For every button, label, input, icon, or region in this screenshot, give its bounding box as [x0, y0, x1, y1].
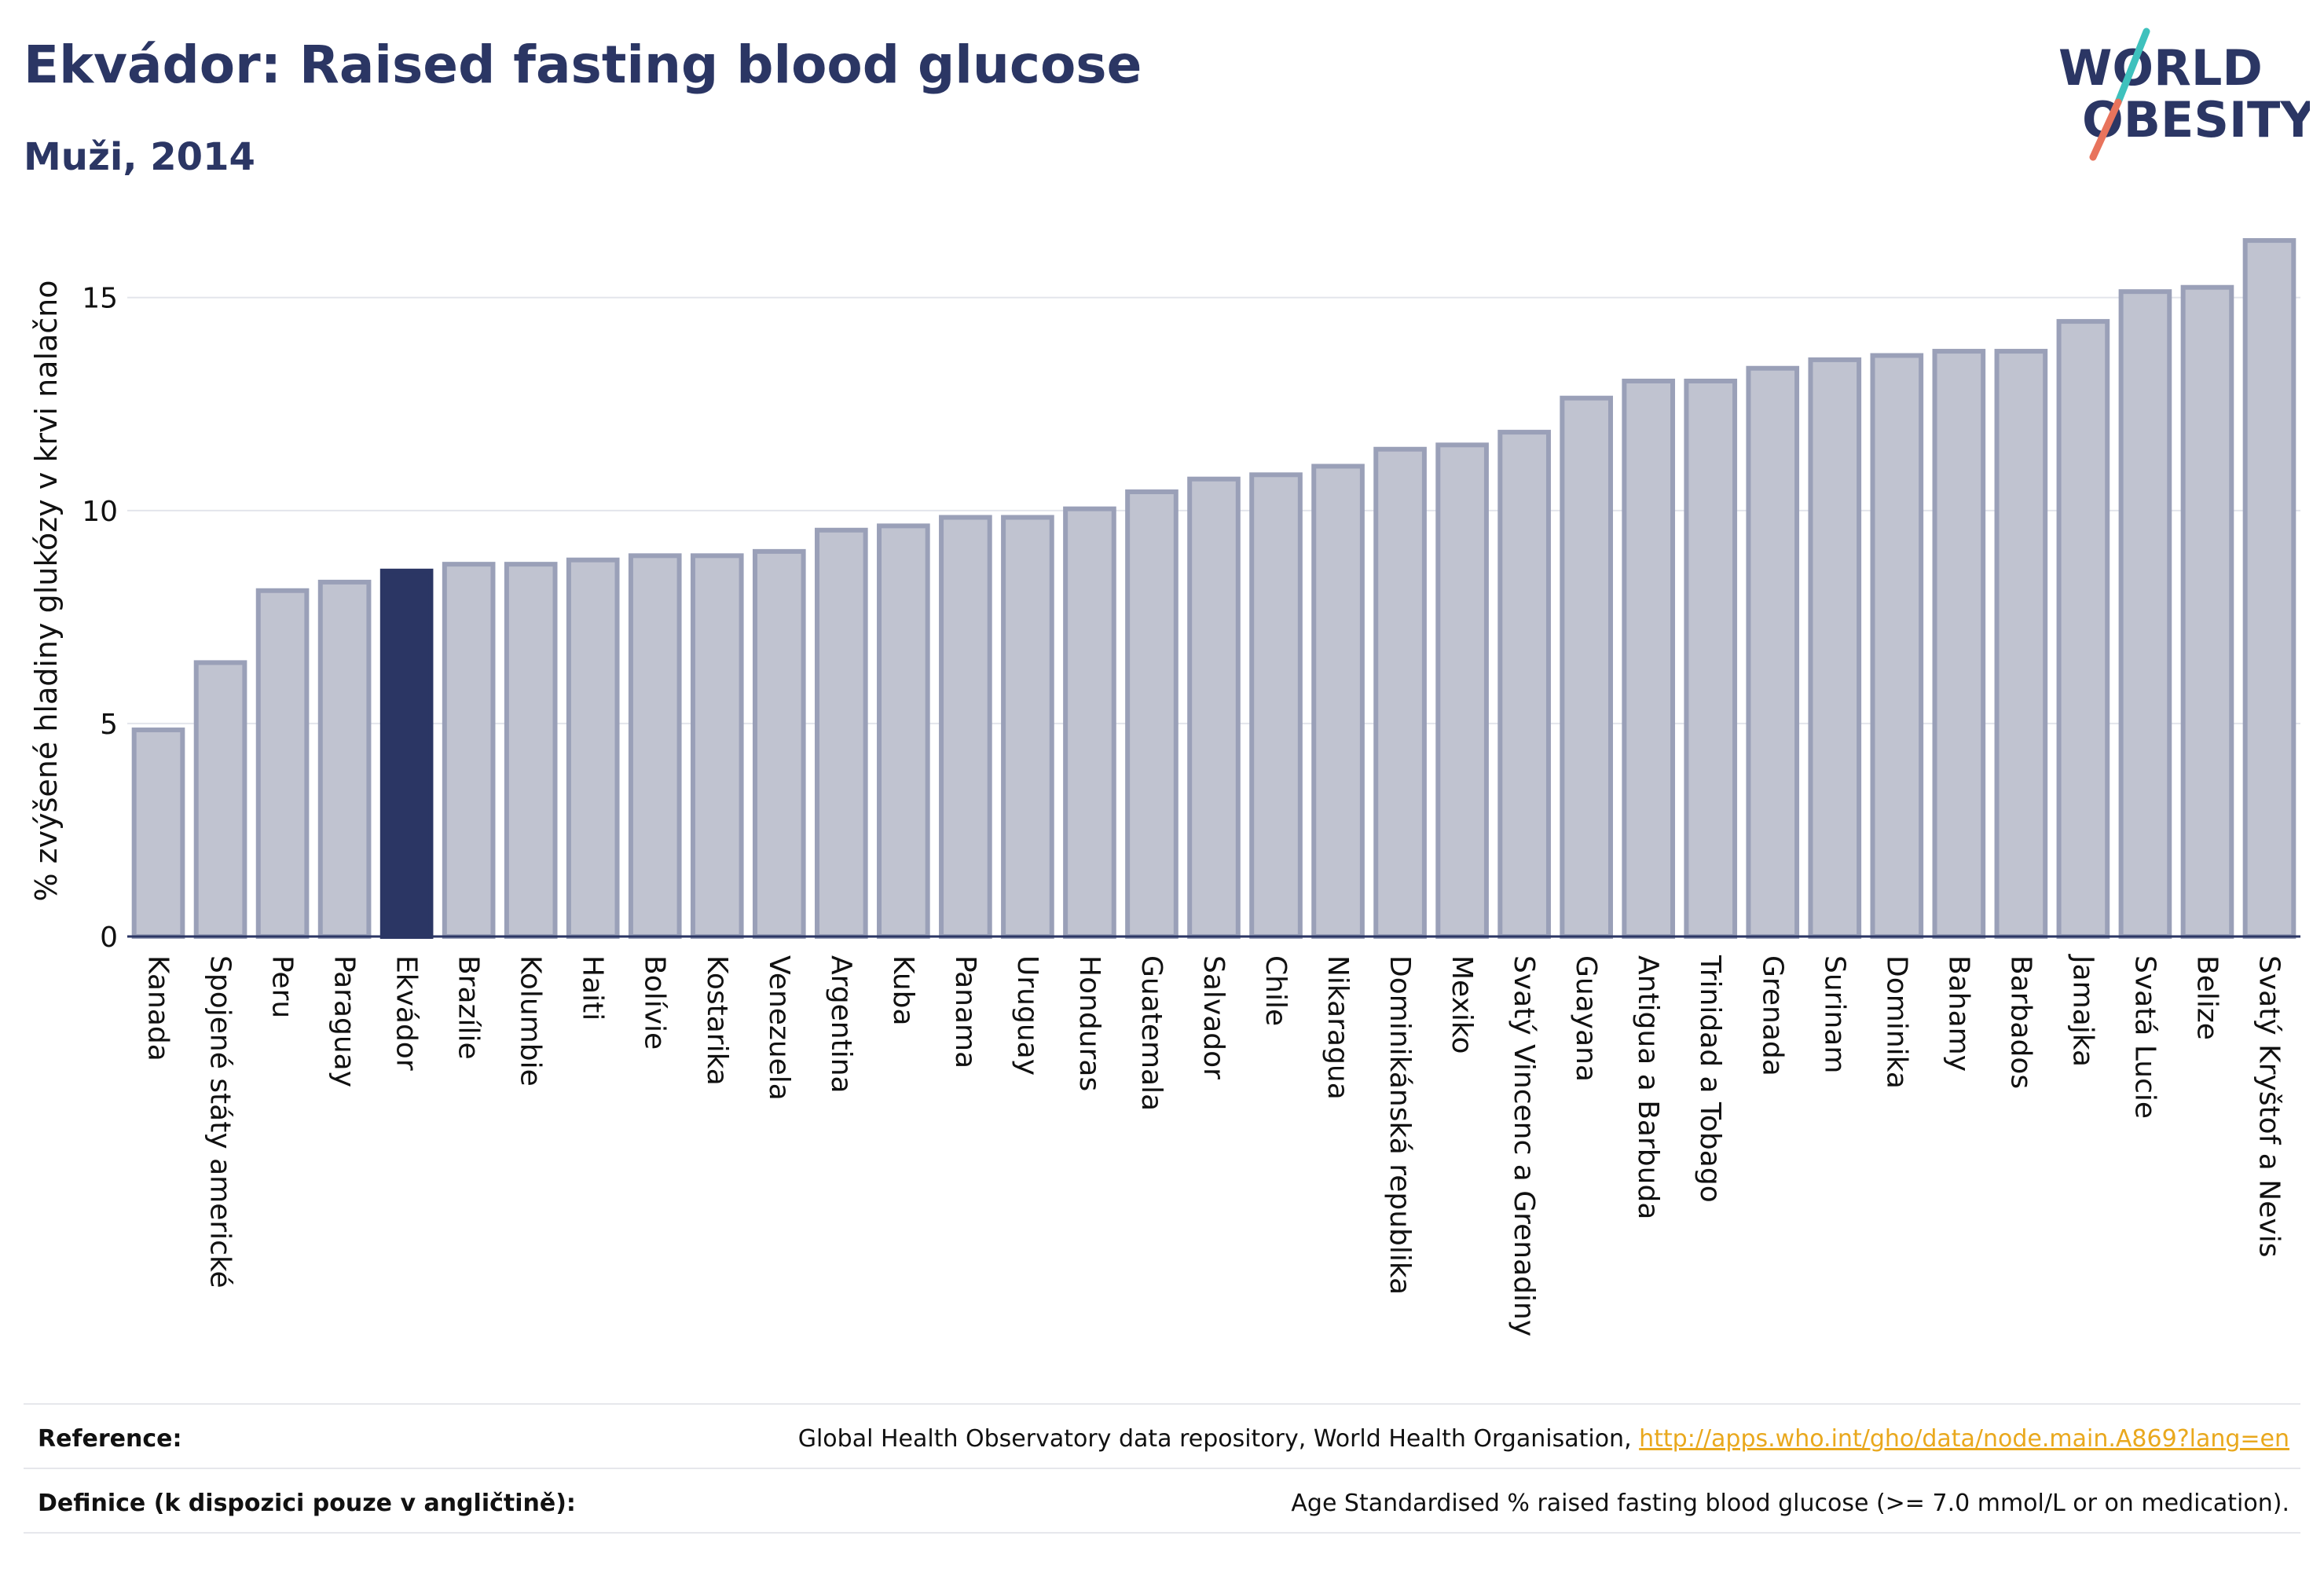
logo-slash-coral [2089, 98, 2122, 161]
bar-highlight [379, 568, 434, 939]
bar [1187, 476, 1241, 939]
bar [939, 515, 992, 939]
x-tick-label: Guayana [1570, 955, 1602, 1082]
x-tick-label: Venezuela [763, 955, 795, 1101]
x-tick-label: Paraguay [328, 955, 361, 1087]
x-tick-label: Argentina [825, 955, 857, 1094]
bar [2056, 319, 2110, 939]
x-tick-label: Bolívie [639, 955, 671, 1050]
bar [815, 527, 868, 939]
x-tick-label: Kostarika [701, 955, 733, 1086]
y-tick-label: 5 [100, 709, 118, 741]
x-tick-label: Dominika [1880, 955, 1912, 1089]
x-tick-label: Spojené státy americké [204, 955, 236, 1288]
definition-value: Age Standardised % raised fasting blood … [1291, 1490, 2289, 1517]
x-tick-label: Chile [1259, 955, 1292, 1026]
bar [1249, 472, 1303, 939]
x-tick-label: Panama [949, 955, 981, 1068]
bar [1808, 357, 1862, 939]
bar [1001, 515, 1054, 939]
x-tick-label: Trinidad a Tobago [1694, 955, 1726, 1203]
x-tick-label: Dominikánská republika [1384, 955, 1416, 1295]
x-tick-label: Barbados [2004, 955, 2036, 1089]
bar [877, 523, 930, 939]
reference-value: Global Health Observatory data repositor… [798, 1425, 2289, 1453]
bar [2118, 289, 2172, 939]
x-tick-label: Honduras [1073, 955, 1105, 1091]
footer-divider-top [24, 1403, 2300, 1405]
x-tick-label: Bahamy [1942, 955, 1974, 1072]
x-tick-label: Brazílie [453, 955, 485, 1060]
footer-divider-bottom [24, 1532, 2300, 1534]
y-axis-label: % zvýšené hladiny glukózy v krvi nalačno [29, 280, 64, 901]
bar [1497, 430, 1551, 939]
world-obesity-logo: WORLD OBESITY [2058, 27, 2310, 161]
bar [1932, 349, 1986, 939]
x-tick-label: Belize [2190, 955, 2223, 1040]
x-tick-label: Svatá Lucie [2128, 955, 2161, 1119]
bar [690, 553, 744, 939]
footer-divider-middle [24, 1468, 2300, 1469]
bar [131, 728, 185, 940]
x-tick-label: Kanada [142, 955, 174, 1061]
x-tick-label: Jamajka [2066, 954, 2099, 1067]
bar [504, 562, 558, 939]
y-tick-labels: 0 5 10 15 [82, 283, 118, 954]
x-tick-labels: Kanada Spojené státy americké Peru Paraguay… [142, 954, 2286, 1336]
x-tick-label: Surinam [1818, 955, 1850, 1073]
bar [1311, 464, 1365, 939]
chart-title: Ekvádor: Raised fasting blood glucose [24, 35, 1142, 95]
y-tick-label: 10 [82, 496, 118, 528]
bar-chart: 0 5 10 15 Kanada Spojené státy americké Peru P… [29, 238, 2300, 1336]
bar [1435, 442, 1489, 939]
x-tick-label: Antigua a Barbuda [1632, 955, 1664, 1219]
bar [752, 548, 806, 939]
logo-word-world: WORLD [2058, 39, 2263, 97]
bar [1746, 365, 1800, 939]
bar [1560, 395, 1613, 939]
bar [1373, 446, 1427, 939]
y-tick-label: 0 [100, 922, 118, 954]
x-tick-label: Svatý Vincenc a Grenadiny [1508, 955, 1540, 1336]
x-tick-label: Kuba [887, 955, 919, 1026]
x-tick-label: Haiti [577, 955, 609, 1021]
bar [1063, 506, 1116, 939]
bar [442, 562, 496, 939]
bar [2180, 284, 2234, 940]
reference-label: Reference: [38, 1425, 182, 1453]
x-tick-label: Mexiko [1446, 955, 1478, 1054]
x-tick-label: Guatemala [1135, 955, 1167, 1111]
reference-link[interactable]: http://apps.who.int/gho/data/node.main.A… [1639, 1425, 2289, 1453]
x-tick-label: Nikaragua [1321, 955, 1354, 1100]
bar [1870, 353, 1924, 939]
reference-text: Global Health Observatory data repositor… [797, 1425, 1640, 1453]
chart-subtitle: Muži, 2014 [24, 135, 255, 179]
bar [317, 579, 372, 939]
x-tick-label: Uruguay [1011, 955, 1043, 1076]
x-tick-label: Grenada [1756, 955, 1788, 1076]
x-tick-label: Ekvádor [390, 955, 423, 1071]
bar [1994, 349, 2048, 939]
bar [628, 553, 682, 939]
definition-label: Definice (k dispozici pouze v angličtině… [38, 1490, 576, 1517]
bar [255, 588, 310, 939]
bars [131, 238, 2297, 940]
x-tick-label: Kolumbie [515, 955, 547, 1087]
x-tick-label: Svatý Kryštof a Nevis [2253, 955, 2285, 1257]
logo-slash-teal [2114, 27, 2150, 106]
x-tick-label: Peru [266, 955, 299, 1018]
bar [566, 557, 620, 939]
bar [2242, 238, 2297, 939]
bar [1684, 379, 1738, 940]
x-tick-label: Salvador [1197, 955, 1230, 1079]
bar [1125, 489, 1178, 939]
bar [1622, 379, 1676, 940]
bar [193, 660, 247, 940]
y-tick-label: 15 [82, 283, 118, 315]
